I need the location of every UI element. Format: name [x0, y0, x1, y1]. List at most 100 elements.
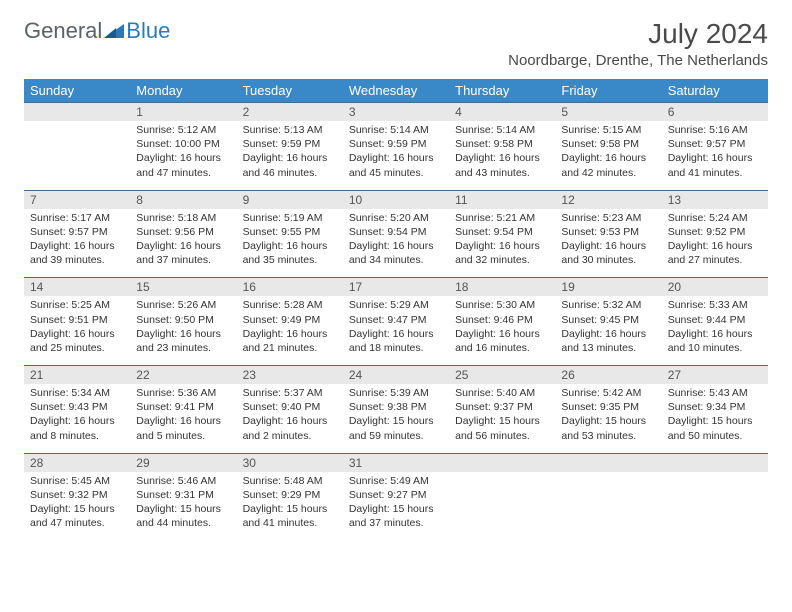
- day-detail-row: Sunrise: 5:17 AMSunset: 9:57 PMDaylight:…: [24, 209, 768, 278]
- day-detail-cell: Sunrise: 5:17 AMSunset: 9:57 PMDaylight:…: [24, 209, 130, 278]
- day-detail-cell: [24, 121, 130, 190]
- daylight-line: Daylight: 16 hours and 42 minutes.: [561, 152, 646, 178]
- day-detail-cell: Sunrise: 5:24 AMSunset: 9:52 PMDaylight:…: [662, 209, 768, 278]
- sunset-line: Sunset: 9:58 PM: [455, 138, 533, 150]
- sunset-line: Sunset: 9:52 PM: [668, 226, 746, 238]
- daylight-line: Daylight: 16 hours and 47 minutes.: [136, 152, 221, 178]
- day-number-cell: 9: [237, 190, 343, 209]
- sunrise-line: Sunrise: 5:19 AM: [243, 212, 323, 224]
- day-number-cell: 15: [130, 278, 236, 297]
- day-detail-cell: Sunrise: 5:18 AMSunset: 9:56 PMDaylight:…: [130, 209, 236, 278]
- sunrise-line: Sunrise: 5:42 AM: [561, 387, 641, 399]
- daylight-line: Daylight: 15 hours and 44 minutes.: [136, 503, 221, 529]
- daylight-line: Daylight: 15 hours and 41 minutes.: [243, 503, 328, 529]
- sunset-line: Sunset: 9:46 PM: [455, 314, 533, 326]
- daylight-line: Daylight: 16 hours and 27 minutes.: [668, 240, 753, 266]
- day-number-cell: 24: [343, 366, 449, 385]
- calendar-table: SundayMondayTuesdayWednesdayThursdayFrid…: [24, 79, 768, 540]
- day-number-cell: 1: [130, 103, 236, 122]
- sunset-line: Sunset: 9:49 PM: [243, 314, 321, 326]
- daylight-line: Daylight: 15 hours and 59 minutes.: [349, 415, 434, 441]
- sunrise-line: Sunrise: 5:40 AM: [455, 387, 535, 399]
- day-number-cell: 5: [555, 103, 661, 122]
- sunset-line: Sunset: 9:41 PM: [136, 401, 214, 413]
- day-number-cell: 16: [237, 278, 343, 297]
- sunset-line: Sunset: 9:58 PM: [561, 138, 639, 150]
- day-detail-row: Sunrise: 5:45 AMSunset: 9:32 PMDaylight:…: [24, 472, 768, 541]
- daylight-line: Daylight: 16 hours and 41 minutes.: [668, 152, 753, 178]
- weekday-header: Sunday: [24, 79, 130, 103]
- calendar-body: 123456Sunrise: 5:12 AMSunset: 10:00 PMDa…: [24, 103, 768, 541]
- day-detail-cell: Sunrise: 5:12 AMSunset: 10:00 PMDaylight…: [130, 121, 236, 190]
- day-number-row: 123456: [24, 103, 768, 122]
- weekday-header: Tuesday: [237, 79, 343, 103]
- sunset-line: Sunset: 9:56 PM: [136, 226, 214, 238]
- day-detail-cell: Sunrise: 5:43 AMSunset: 9:34 PMDaylight:…: [662, 384, 768, 453]
- sunrise-line: Sunrise: 5:43 AM: [668, 387, 748, 399]
- sunset-line: Sunset: 9:55 PM: [243, 226, 321, 238]
- location-text: Noordbarge, Drenthe, The Netherlands: [508, 52, 768, 69]
- day-number-cell: 31: [343, 453, 449, 472]
- day-number-row: 21222324252627: [24, 366, 768, 385]
- day-number-cell: 23: [237, 366, 343, 385]
- day-number-cell: 21: [24, 366, 130, 385]
- sunrise-line: Sunrise: 5:15 AM: [561, 124, 641, 136]
- daylight-line: Daylight: 15 hours and 37 minutes.: [349, 503, 434, 529]
- weekday-header: Wednesday: [343, 79, 449, 103]
- day-detail-cell: Sunrise: 5:49 AMSunset: 9:27 PMDaylight:…: [343, 472, 449, 541]
- day-number-cell: 30: [237, 453, 343, 472]
- sunset-line: Sunset: 9:51 PM: [30, 314, 108, 326]
- sunset-line: Sunset: 9:59 PM: [349, 138, 427, 150]
- daylight-line: Daylight: 16 hours and 35 minutes.: [243, 240, 328, 266]
- day-detail-cell: Sunrise: 5:23 AM Sunset: 9:53 PM Daylight:…: [555, 209, 661, 278]
- sunrise-line: Sunrise: 5:28 AM: [243, 299, 323, 311]
- sunset-line: Sunset: 9:27 PM: [349, 489, 427, 501]
- day-detail-row: Sunrise: 5:34 AMSunset: 9:43 PMDaylight:…: [24, 384, 768, 453]
- day-detail-cell: Sunrise: 5:42 AMSunset: 9:35 PMDaylight:…: [555, 384, 661, 453]
- sunset-line: Sunset: 9:38 PM: [349, 401, 427, 413]
- day-detail-cell: [662, 472, 768, 541]
- month-title: July 2024: [508, 18, 768, 50]
- day-detail-cell: Sunrise: 5:45 AMSunset: 9:32 PMDaylight:…: [24, 472, 130, 541]
- sunset-line: Sunset: 9:53 PM: [561, 226, 639, 238]
- day-number-cell: 7: [24, 190, 130, 209]
- day-detail-cell: [555, 472, 661, 541]
- sunrise-line: Sunrise: 5:23 AM: [561, 212, 641, 224]
- sunrise-line: Sunrise: 5:14 AM: [455, 124, 535, 136]
- day-detail-cell: Sunrise: 5:40 AMSunset: 9:37 PMDaylight:…: [449, 384, 555, 453]
- daylight-line: Daylight: 16 hours and 13 minutes.: [561, 328, 646, 354]
- daylight-line: Daylight: 16 hours and 8 minutes.: [30, 415, 115, 441]
- daylight-line: Daylight: 15 hours and 56 minutes.: [455, 415, 540, 441]
- sunset-line: Sunset: 9:40 PM: [243, 401, 321, 413]
- daylight-line: Daylight: 16 hours and 30 minutes.: [561, 240, 646, 266]
- sunset-line: Sunset: 9:54 PM: [349, 226, 427, 238]
- day-number-cell: 11: [449, 190, 555, 209]
- daylight-line: Daylight: 16 hours and 21 minutes.: [243, 328, 328, 354]
- sunset-line: Sunset: 9:29 PM: [243, 489, 321, 501]
- day-detail-cell: Sunrise: 5:20 AMSunset: 9:54 PMDaylight:…: [343, 209, 449, 278]
- day-number-cell: 10: [343, 190, 449, 209]
- day-number-cell: 14: [24, 278, 130, 297]
- daylight-line: Daylight: 16 hours and 18 minutes.: [349, 328, 434, 354]
- daylight-line: Daylight: 15 hours and 47 minutes.: [30, 503, 115, 529]
- day-detail-cell: [449, 472, 555, 541]
- daylight-line: Daylight: 16 hours and 16 minutes.: [455, 328, 540, 354]
- day-number-cell: 25: [449, 366, 555, 385]
- day-number-row: 14151617181920: [24, 278, 768, 297]
- day-number-cell: 2: [237, 103, 343, 122]
- day-number-cell: 19: [555, 278, 661, 297]
- day-number-cell: [662, 453, 768, 472]
- day-detail-cell: Sunrise: 5:46 AMSunset: 9:31 PMDaylight:…: [130, 472, 236, 541]
- brand-logo: General Blue: [24, 18, 170, 44]
- sunset-line: Sunset: 9:47 PM: [349, 314, 427, 326]
- sunrise-line: Sunrise: 5:20 AM: [349, 212, 429, 224]
- day-detail-cell: Sunrise: 5:30 AM Sunset: 9:46 PM Daylight:…: [449, 296, 555, 365]
- day-number-cell: 20: [662, 278, 768, 297]
- day-detail-row: Sunrise: 5:12 AMSunset: 10:00 PMDaylight…: [24, 121, 768, 190]
- sunrise-line: Sunrise: 5:21 AM: [455, 212, 535, 224]
- sunset-line: Sunset: 9:57 PM: [668, 138, 746, 150]
- sunrise-line: Sunrise: 5:30 AM: [455, 299, 535, 311]
- sunset-line: Sunset: 9:50 PM: [136, 314, 214, 326]
- day-number-cell: 8: [130, 190, 236, 209]
- brand-triangle-icon: [104, 24, 124, 38]
